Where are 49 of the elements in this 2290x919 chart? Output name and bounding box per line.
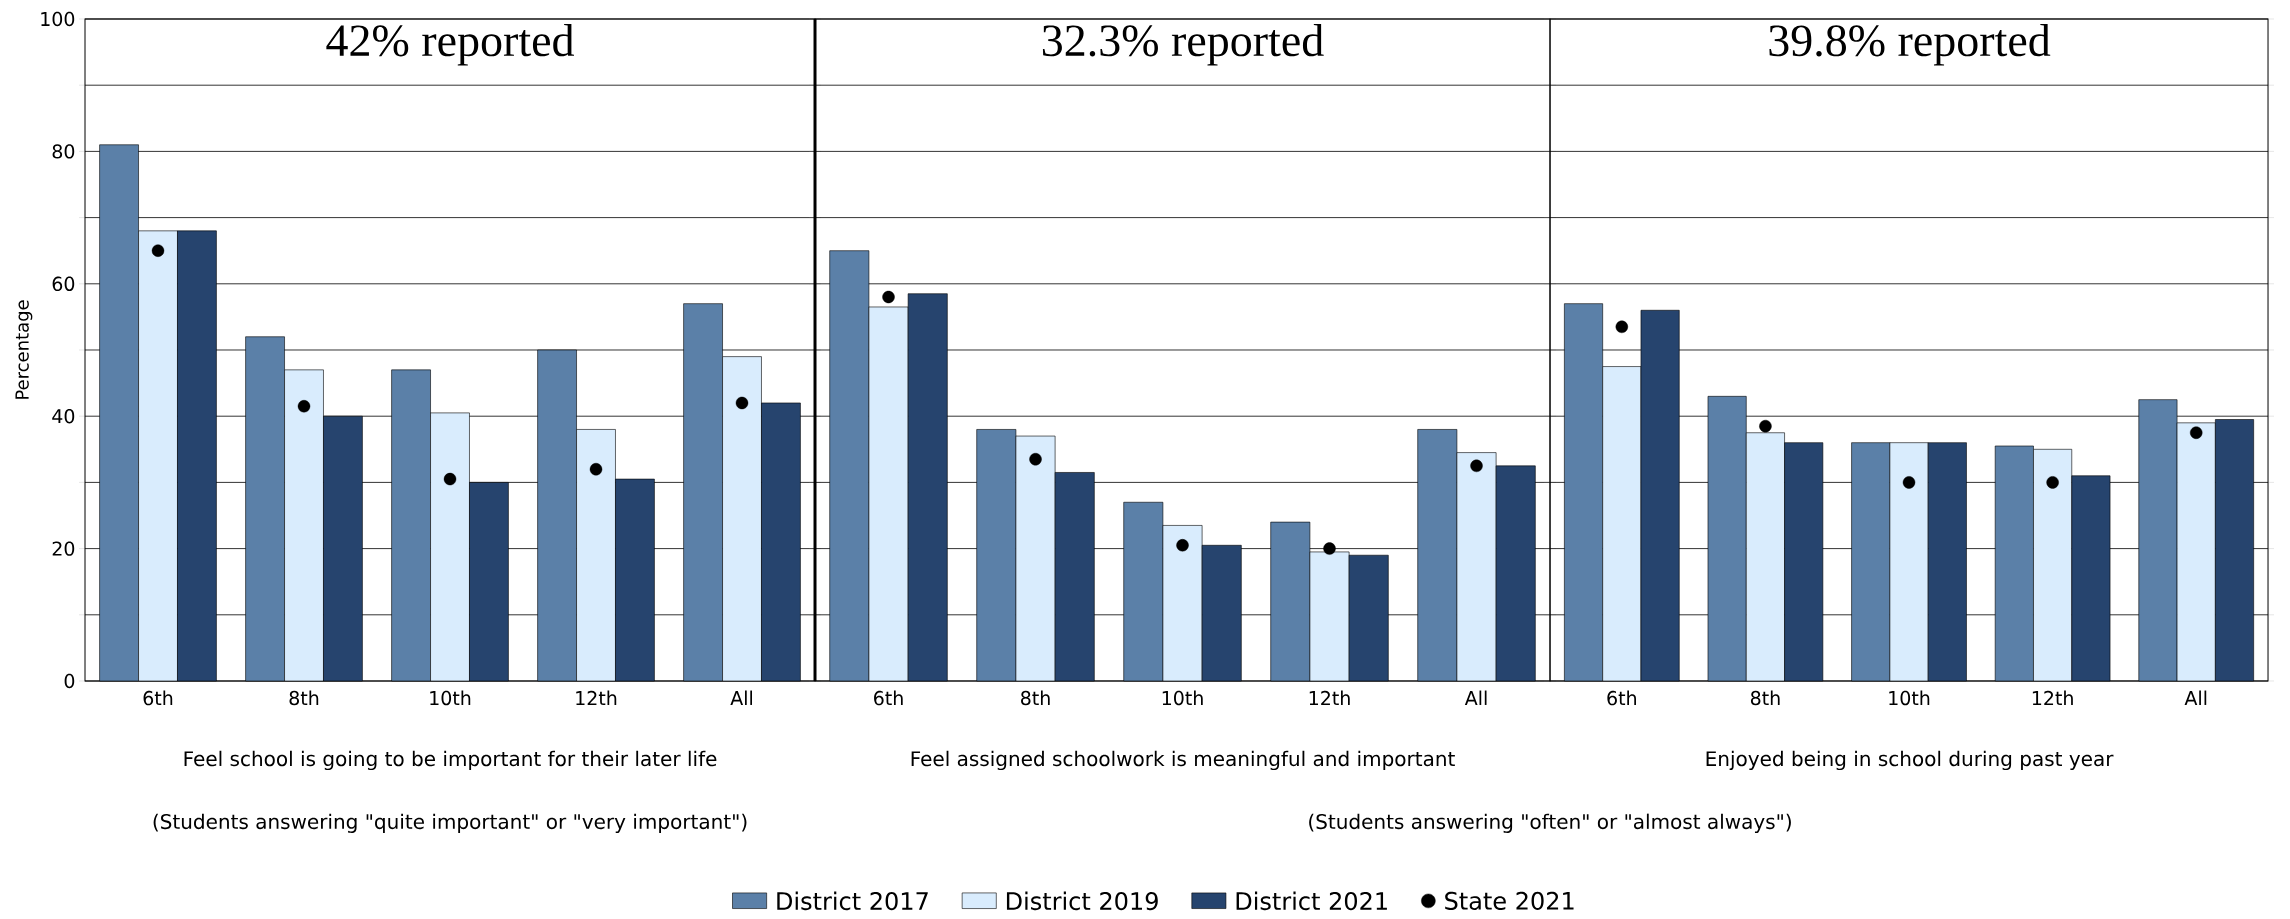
x-tick-label: 12th [1309, 690, 1350, 705]
x-tick-label: 10th [1162, 690, 1203, 706]
point [1029, 453, 1042, 466]
point [1759, 419, 1772, 433]
x-tick-label: 10th [1889, 690, 1930, 706]
chart-title: 39.8% reported [1769, 23, 2051, 66]
x-tick-label: All [2184, 690, 2207, 705]
point [1902, 476, 1916, 489]
text: (Students answering "quite important" or "very important") [153, 813, 747, 833]
y-tick-label: 60 [52, 276, 75, 291]
x-tick-label: 10th [430, 690, 471, 706]
x-tick-label: 6th [143, 690, 173, 706]
chart-title: 42% reported [326, 23, 574, 66]
point [1176, 539, 1189, 552]
y-tick-label: 100 [41, 11, 75, 27]
x-tick-label: 8th [1750, 690, 1780, 706]
point [1615, 320, 1629, 334]
legend-label: State 2021 [1445, 891, 1574, 910]
legend-label: District 2019 [1006, 891, 1158, 911]
y-tick-label: 0 [64, 673, 75, 689]
point [1323, 542, 1336, 555]
x-tick-label: 12th [576, 690, 617, 705]
x-tick-label: 8th [289, 690, 319, 706]
legend-label: District 2017 [777, 891, 928, 911]
point [297, 400, 311, 413]
x-tick-label: 6th [1607, 690, 1636, 706]
x-tick-label: All [730, 690, 753, 705]
legend-label: District 2021 [1236, 891, 1387, 911]
point [443, 472, 457, 486]
y-tick-label: 40 [52, 409, 75, 424]
x-axis-title: Feel school is going to be important for their later life [184, 750, 717, 771]
y-axis-title: Percentage [15, 300, 33, 399]
point [589, 462, 603, 476]
y-tick-label: 20 [52, 541, 75, 556]
chart-title: 32.3% reported [1042, 23, 1324, 66]
x-axis-title: Enjoyed being in school during past year [1706, 750, 2114, 771]
x-axis-title: Feel assigned schoolwork is meaningful and important [911, 750, 1455, 771]
x-tick-label: All [1464, 690, 1487, 705]
point [1470, 459, 1483, 473]
point [2190, 426, 2203, 439]
x-tick-label: 8th [1021, 690, 1050, 706]
x-tick-label: 6th [874, 690, 903, 706]
x-tick-label: 12th [2032, 690, 2073, 705]
point [151, 244, 165, 257]
point [882, 290, 895, 304]
text: (Students answering "often" or "almost always") [1309, 813, 1791, 833]
point [2046, 476, 2059, 489]
point [735, 396, 749, 410]
y-tick-label: 80 [52, 144, 75, 159]
